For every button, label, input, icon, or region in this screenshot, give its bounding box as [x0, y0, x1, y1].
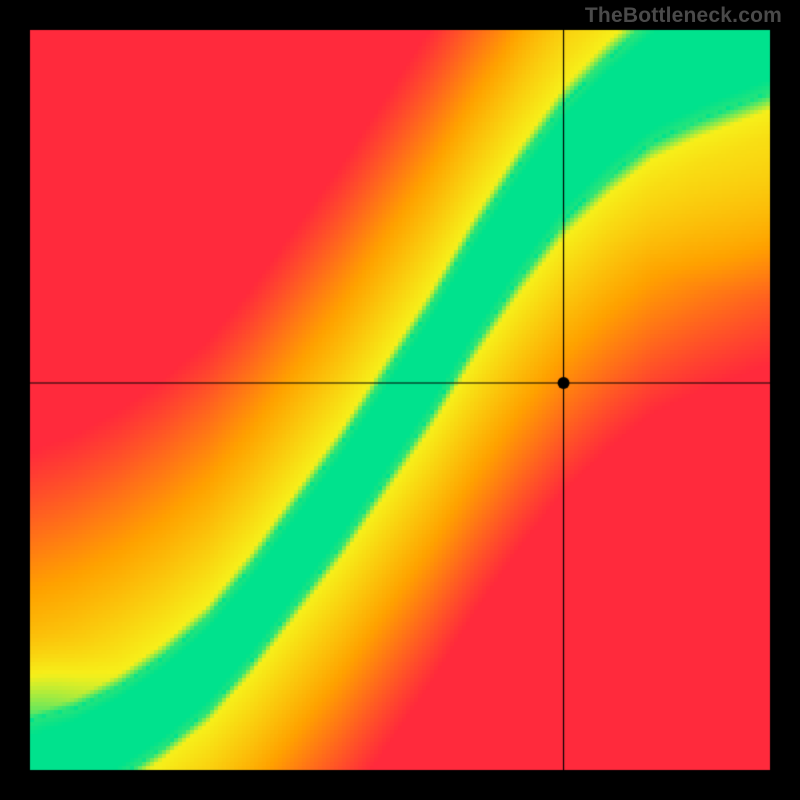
bottleneck-heatmap	[0, 0, 800, 800]
watermark-text: TheBottleneck.com	[585, 4, 782, 28]
